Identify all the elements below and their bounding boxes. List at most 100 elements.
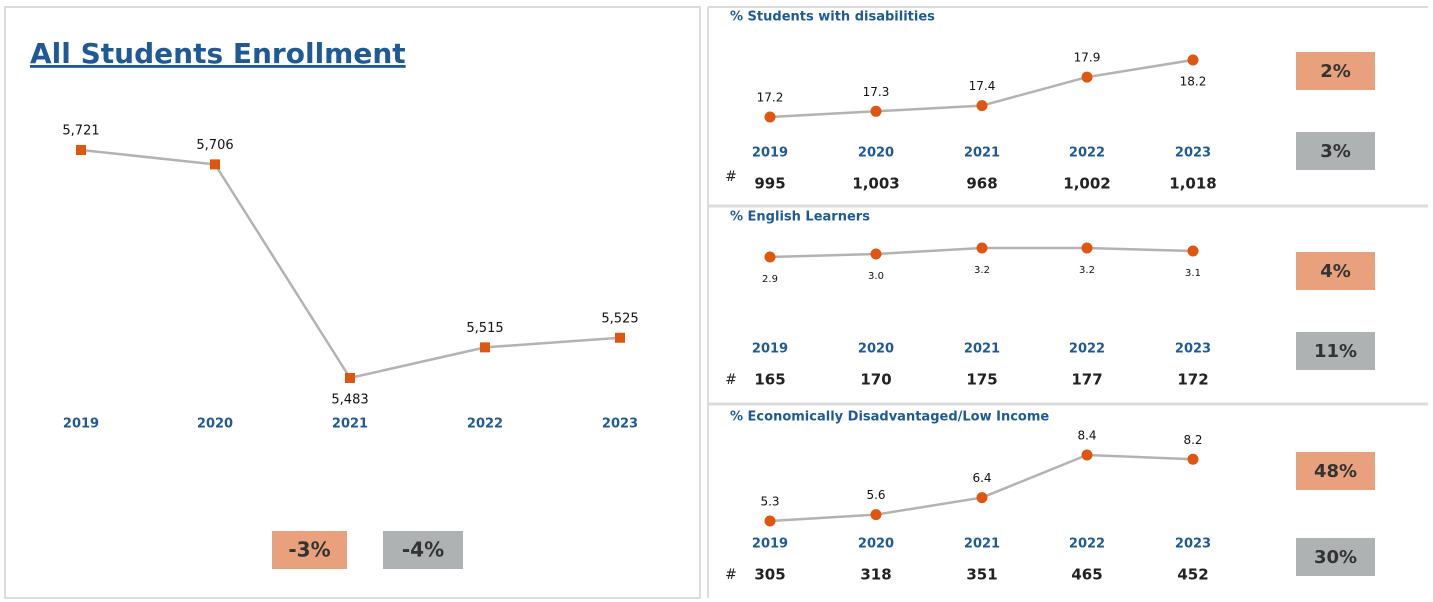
data-label: 5,721	[62, 124, 99, 139]
count-label: 1,002	[1063, 175, 1110, 193]
marker	[870, 248, 882, 260]
count-symbol: #	[725, 169, 737, 185]
data-label: 3.2	[1079, 265, 1095, 276]
line	[80, 148, 621, 380]
year-label: 2021	[332, 417, 368, 432]
year-label: 2020	[858, 342, 894, 357]
badge	[1296, 538, 1375, 576]
marker	[1187, 453, 1199, 465]
panel	[4, 6, 701, 599]
data-label: 8.2	[1183, 433, 1202, 447]
marker	[1081, 242, 1093, 254]
marker	[870, 509, 882, 521]
marker	[976, 100, 988, 112]
data-label: 3.1	[1185, 268, 1201, 279]
badge-label: 2%	[1320, 61, 1351, 82]
badge	[1296, 452, 1375, 490]
badge	[1296, 252, 1375, 290]
data-label: 5,515	[466, 321, 503, 336]
count-label: 318	[860, 566, 891, 584]
count-label: 170	[860, 371, 891, 389]
count-symbol: #	[725, 372, 737, 388]
data-label: 8.4	[1077, 429, 1096, 443]
marker	[1187, 54, 1199, 66]
year-label: 2020	[858, 537, 894, 552]
chart-title: % Economically Disadvantaged/Low Income	[730, 410, 1049, 425]
count-label: 452	[1177, 566, 1208, 584]
year-label: 2019	[63, 417, 99, 432]
marker	[1187, 245, 1199, 257]
marker	[764, 111, 776, 123]
badge-label: -4%	[402, 538, 444, 562]
badge-label: 48%	[1314, 461, 1357, 482]
marker	[764, 515, 776, 527]
year-label: 2022	[1069, 146, 1105, 161]
count-label: 465	[1071, 566, 1102, 584]
year-label: 2020	[197, 417, 233, 432]
year-label: 2023	[602, 417, 638, 432]
marker	[870, 105, 882, 117]
year-label: 2021	[964, 146, 1000, 161]
marker	[1081, 449, 1093, 461]
badge-label: 11%	[1314, 341, 1357, 362]
marker	[76, 145, 86, 155]
marker	[210, 159, 220, 170]
year-label: 2019	[752, 537, 788, 552]
marker	[764, 251, 776, 263]
data-label: 17.3	[863, 85, 890, 99]
count-label: 995	[754, 175, 785, 193]
count-label: 175	[966, 371, 997, 389]
chart-title: % Students with disabilities	[730, 10, 935, 25]
count-label: 305	[754, 566, 785, 584]
year-label: 2022	[1069, 342, 1105, 357]
year-label: 2019	[752, 342, 788, 357]
count-label: 172	[1177, 371, 1208, 389]
data-label: 17.4	[969, 79, 996, 93]
badge	[383, 531, 463, 569]
marker	[976, 242, 988, 254]
data-label: 5.3	[760, 495, 779, 509]
data-label: 3.0	[868, 271, 884, 282]
badge-label: -3%	[288, 538, 330, 562]
year-label: 2020	[858, 146, 894, 161]
count-label: 968	[966, 175, 997, 193]
data-label: 5,706	[196, 138, 233, 153]
data-label: 5,483	[331, 393, 368, 408]
line	[769, 453, 1194, 523]
chart-title: % English Learners	[730, 210, 870, 225]
year-label: 2021	[964, 537, 1000, 552]
year-label: 2023	[1175, 146, 1211, 161]
data-label: 2.9	[762, 274, 778, 285]
marker	[976, 492, 988, 504]
badge	[1296, 132, 1375, 170]
data-label: 6.4	[972, 471, 991, 485]
data-label: 3.2	[974, 265, 990, 276]
marker	[345, 373, 355, 383]
badge	[1296, 52, 1375, 90]
data-label: 18.2	[1180, 75, 1207, 89]
chart-title: All Students Enrollment	[30, 37, 406, 70]
year-label: 2021	[964, 342, 1000, 357]
count-label: 1,018	[1169, 175, 1216, 193]
badge-label: 4%	[1320, 261, 1351, 282]
badge	[272, 531, 347, 569]
year-label: 2023	[1175, 342, 1211, 357]
data-label: 5,525	[601, 311, 638, 326]
count-symbol: #	[725, 567, 737, 583]
year-label: 2022	[467, 417, 503, 432]
count-label: 177	[1071, 371, 1102, 389]
count-label: 1,003	[852, 175, 899, 193]
badge	[1296, 332, 1375, 370]
data-label: 17.9	[1074, 51, 1101, 65]
data-label: 5.6	[866, 488, 885, 502]
year-label: 2019	[752, 146, 788, 161]
count-label: 351	[966, 566, 997, 584]
year-label: 2022	[1069, 537, 1105, 552]
marker	[1081, 71, 1093, 83]
marker	[615, 332, 625, 343]
marker	[480, 342, 490, 353]
year-label: 2023	[1175, 537, 1211, 552]
badge-label: 3%	[1320, 141, 1351, 162]
count-label: 165	[754, 371, 785, 389]
